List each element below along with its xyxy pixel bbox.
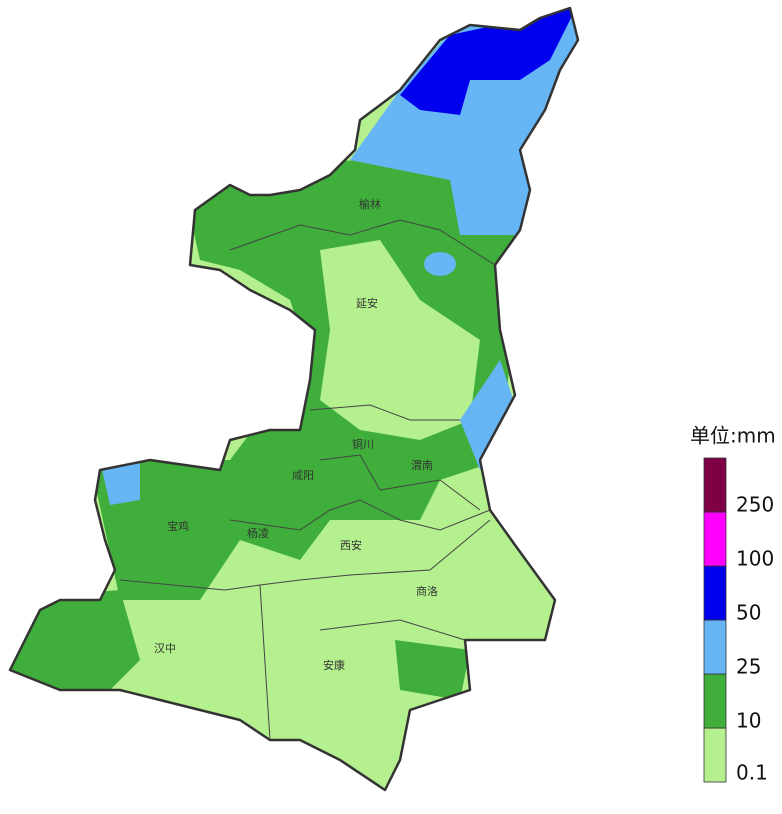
city-label: 商洛 bbox=[416, 584, 438, 598]
city-label: 咸阳 bbox=[292, 469, 314, 482]
precip-fill bbox=[10, 8, 578, 790]
legend-label: 100 bbox=[736, 547, 774, 571]
legend-label: 50 bbox=[736, 601, 761, 625]
city-label: 渭南 bbox=[411, 459, 433, 472]
legend-swatch bbox=[703, 619, 727, 675]
legend-swatch bbox=[703, 673, 727, 729]
legend-label: 25 bbox=[736, 655, 761, 679]
city-label: 榆林 bbox=[359, 197, 381, 211]
legend-swatch bbox=[703, 457, 727, 513]
legend-label: 250 bbox=[736, 493, 774, 517]
legend-swatch bbox=[703, 565, 727, 621]
legend-label: 0.1 bbox=[736, 761, 768, 785]
city-label: 安康 bbox=[323, 658, 345, 672]
city-label: 铜川 bbox=[352, 437, 374, 451]
city-label: 杨凌 bbox=[247, 526, 269, 540]
city-label: 宝鸡 bbox=[167, 519, 189, 533]
city-label: 西安 bbox=[340, 538, 362, 552]
legend-swatch bbox=[703, 727, 727, 783]
city-label: 延安 bbox=[356, 296, 378, 310]
legend-title: 单位:mm bbox=[690, 424, 776, 448]
city-borders bbox=[119, 219, 496, 741]
legend: 0.1 10 25 50 100 250 bbox=[703, 457, 774, 785]
city-label: 汉中 bbox=[154, 642, 176, 655]
legend-swatch bbox=[703, 511, 727, 567]
legend-label: 10 bbox=[736, 709, 761, 733]
